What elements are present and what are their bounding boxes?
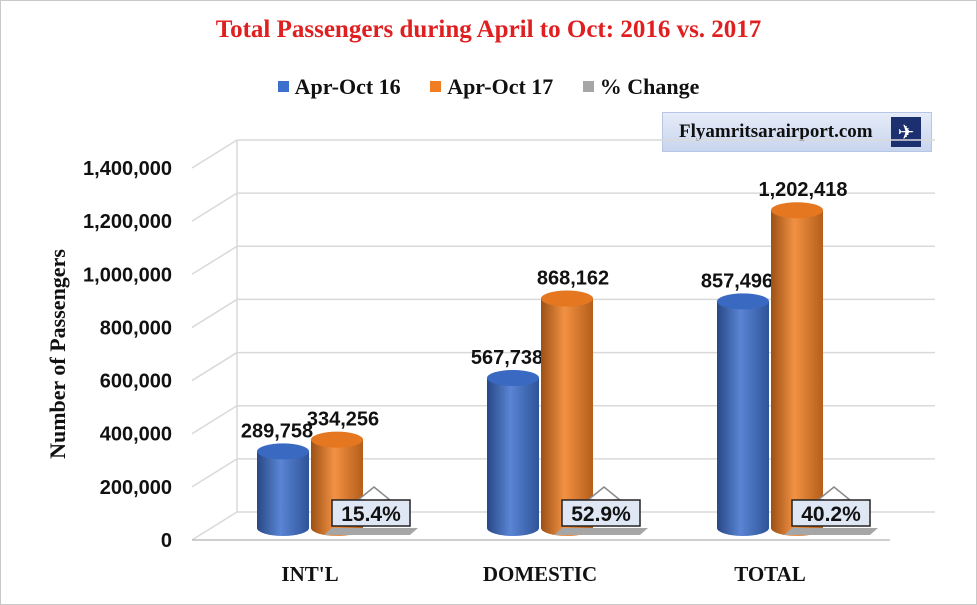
gridline-depth bbox=[191, 351, 238, 382]
data-label: 289,758 bbox=[241, 420, 313, 442]
gridline-depth bbox=[191, 192, 238, 222]
data-label: 1,202,418 bbox=[759, 179, 848, 201]
bar-apr-oct-17-1 bbox=[541, 298, 593, 536]
y-tick-label: 800,000 bbox=[100, 317, 172, 339]
gridline-depth bbox=[191, 139, 238, 169]
gridline-depth bbox=[191, 511, 238, 541]
watermark-text: Flyamritsarairport.com bbox=[679, 121, 873, 142]
y-tick-label: 1,000,000 bbox=[83, 264, 172, 286]
legend-item-apr-oct-16: Apr-Oct 16 bbox=[277, 74, 401, 100]
change-label-box bbox=[331, 499, 411, 527]
y-tick-label: 400,000 bbox=[100, 424, 172, 446]
plane-icon: ✈ bbox=[891, 117, 921, 147]
bar-apr-oct-16-1 bbox=[487, 377, 539, 536]
data-label: 857,496 bbox=[701, 270, 773, 292]
legend-item-pct-change: % Change bbox=[582, 74, 700, 100]
y-tick-label: 1,200,000 bbox=[83, 211, 172, 233]
watermark-banner: Flyamritsarairport.com ✈ bbox=[662, 112, 932, 152]
y-tick-label: 600,000 bbox=[100, 371, 172, 393]
bar-top bbox=[487, 369, 539, 386]
data-label: 334,256 bbox=[307, 409, 379, 431]
gridline-depth bbox=[191, 298, 238, 329]
legend: Apr-Oct 16 Apr-Oct 17 % Change bbox=[0, 74, 977, 100]
y-tick-label: 0 bbox=[161, 530, 172, 552]
x-tick-label: INT'L bbox=[281, 562, 338, 586]
legend-swatch-apr-oct-16 bbox=[277, 81, 289, 93]
change-label: 40.2% bbox=[801, 503, 861, 526]
bar-top bbox=[771, 202, 823, 219]
bar-top bbox=[311, 431, 363, 448]
legend-swatch-pct-change bbox=[582, 81, 594, 93]
change-bar-shadow bbox=[784, 528, 878, 535]
gridline-depth bbox=[191, 405, 238, 435]
legend-label-apr-oct-16: Apr-Oct 16 bbox=[294, 74, 401, 99]
legend-item-apr-oct-17: Apr-Oct 17 bbox=[430, 74, 553, 100]
y-tick-label: 1,400,000 bbox=[83, 158, 172, 180]
change-bar-shadow bbox=[324, 528, 418, 535]
bar-top bbox=[541, 290, 593, 307]
bar-apr-oct-16-2 bbox=[717, 301, 769, 536]
change-bar-shadow bbox=[554, 528, 648, 535]
gridline-depth bbox=[191, 245, 238, 275]
x-tick-label: TOTAL bbox=[734, 562, 806, 586]
gridline-depth bbox=[191, 458, 238, 488]
change-label: 15.4% bbox=[341, 503, 401, 526]
data-label: 567,738 bbox=[471, 347, 543, 369]
change-label-box bbox=[561, 499, 641, 527]
x-tick-label: DOMESTIC bbox=[483, 562, 597, 586]
bar-top bbox=[717, 293, 769, 310]
legend-label-pct-change: % Change bbox=[599, 74, 700, 99]
legend-label-apr-oct-17: Apr-Oct 17 bbox=[447, 74, 554, 99]
bar-apr-oct-17-2 bbox=[771, 210, 823, 537]
legend-swatch-apr-oct-17 bbox=[430, 81, 442, 93]
chart-title: Total Passengers during April to Oct: 20… bbox=[215, 16, 762, 43]
change-label: 52.9% bbox=[571, 503, 631, 526]
bar-top bbox=[257, 443, 309, 460]
y-tick-label: 200,000 bbox=[100, 477, 172, 499]
data-label: 868,162 bbox=[537, 268, 609, 290]
change-label-box bbox=[791, 499, 871, 527]
bar-apr-oct-16-0 bbox=[257, 451, 309, 536]
